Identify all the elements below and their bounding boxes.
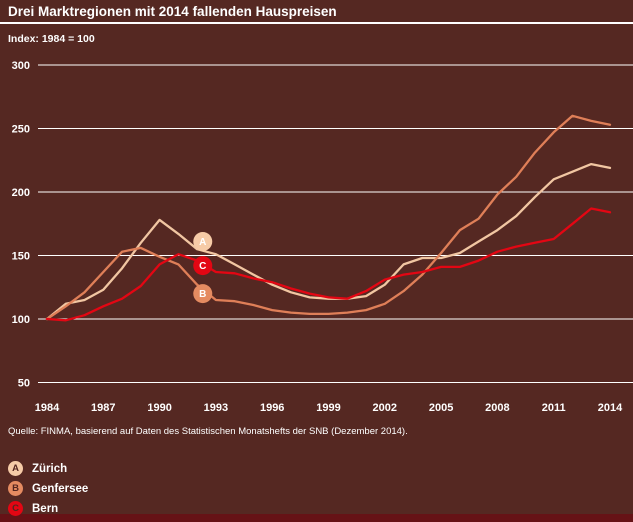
y-tick-label: 150	[12, 251, 30, 263]
legend-item-genfersee: B Genfersee	[8, 481, 88, 496]
marker-a-circle	[193, 232, 213, 252]
marker-a-letter: A	[199, 237, 206, 248]
x-tick-label: 1999	[316, 402, 340, 414]
legend-badge-b: B	[8, 481, 23, 496]
x-tick-label: 1987	[91, 402, 115, 414]
legend-badge-c: C	[8, 501, 23, 516]
y-tick-label: 50	[18, 378, 30, 390]
source-note: Quelle: FINMA, basierend auf Daten des S…	[8, 426, 408, 437]
chart-subtitle: Index: 1984 = 100	[8, 33, 95, 45]
marker-c-letter: C	[199, 261, 206, 272]
marker-b-letter: B	[199, 289, 206, 300]
x-tick-label: 1996	[260, 402, 284, 414]
marker-b: B	[193, 284, 213, 304]
title-rule	[0, 22, 633, 24]
line-genfersee	[45, 114, 612, 321]
gridlines	[38, 64, 633, 383]
x-tick-label: 2011	[542, 402, 566, 414]
x-tick-label: 1993	[204, 402, 228, 414]
marker-c: C	[193, 256, 213, 276]
x-tick-label: 2005	[429, 402, 453, 414]
y-tick-label: 100	[12, 314, 30, 326]
x-tick-label: 2014	[598, 402, 623, 414]
legend: A Zürich B Genfersee C Bern	[8, 461, 88, 516]
page-title: Drei Marktregionen mit 2014 fallenden Ha…	[8, 4, 337, 19]
x-tick-label: 2008	[485, 402, 509, 414]
marker-c-circle	[193, 256, 213, 276]
line-bern	[45, 207, 612, 322]
marker-a: A	[193, 232, 213, 252]
x-tick-label: 1990	[147, 402, 171, 414]
x-axis-labels: 1984 1987 1990 1993 1996 1999 2002 2005 2008 2011…	[35, 402, 623, 414]
y-tick-label: 250	[12, 124, 30, 136]
x-tick-label: 1984	[35, 402, 60, 414]
line-zurich	[45, 162, 612, 321]
y-axis-labels: 300 250 200 150 100 50	[12, 60, 30, 390]
marker-b-circle	[193, 284, 213, 304]
x-tick-label: 2002	[373, 402, 397, 414]
legend-item-label: Genfersee	[32, 482, 89, 495]
legend-badge-a: A	[8, 461, 23, 476]
legend-item-label: Zürich	[32, 462, 68, 475]
y-tick-label: 300	[12, 60, 30, 72]
legend-item-zurich: A Zürich	[8, 461, 88, 476]
bottom-accent-bar	[0, 514, 633, 522]
y-tick-label: 200	[12, 187, 30, 199]
legend-item-label: Bern	[32, 502, 59, 515]
legend-item-bern: C Bern	[8, 501, 88, 516]
